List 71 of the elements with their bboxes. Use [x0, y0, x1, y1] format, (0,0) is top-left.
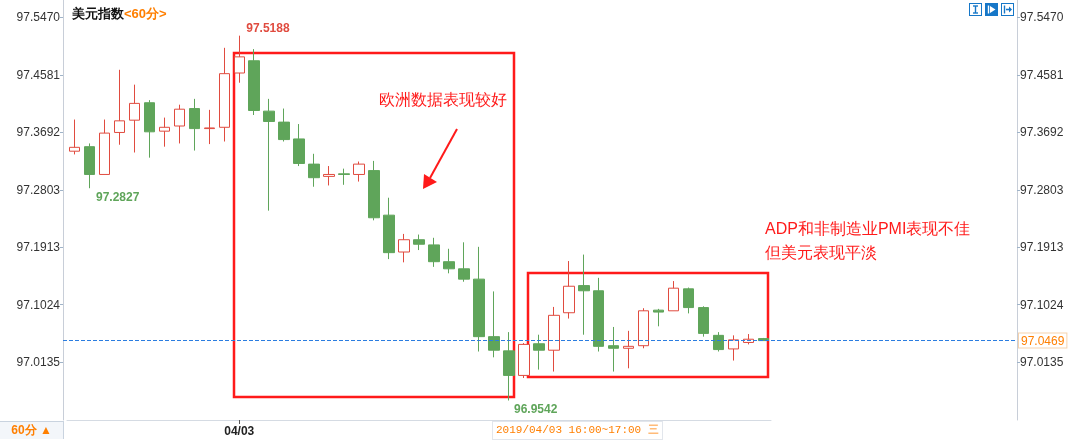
annotation: 97.2827 [96, 190, 140, 204]
y-tick-label: 97.5470 [16, 10, 61, 25]
candlestick [338, 168, 350, 186]
candlestick [548, 306, 560, 373]
candlestick [473, 246, 485, 353]
annotation: 97.5188 [246, 20, 290, 35]
candlestick [248, 48, 260, 116]
candlestick [503, 331, 515, 401]
y2-tick-label: 97.1913 [1020, 240, 1064, 255]
y2-tick-label: 97.1024 [1020, 297, 1064, 312]
candlestick [608, 326, 619, 373]
candlestick [698, 305, 709, 338]
candlestick [653, 308, 664, 327]
candlestick [323, 165, 335, 186]
y-tick-label: 97.1024 [16, 297, 61, 312]
candlestick [668, 280, 679, 312]
y2-tick-label: 97.2803 [1020, 182, 1064, 197]
ref-line-label: 97.0469 [1021, 333, 1065, 348]
candlestick [443, 248, 455, 274]
candlestick [488, 290, 500, 358]
y-tick-label: 97.4581 [16, 67, 61, 82]
y2-tick-label: 97.0135 [1020, 355, 1064, 370]
candlestick [713, 331, 724, 353]
candlestick [518, 342, 530, 379]
candlestick [114, 69, 125, 146]
annotation: 欧洲数据表现较好 [379, 90, 507, 108]
candlestick [728, 334, 739, 362]
text: 60分 ▲ [0, 421, 64, 439]
candlestick [623, 330, 634, 369]
candlestick [99, 119, 110, 175]
annotation: 但美元表现平淡 [765, 243, 877, 261]
text: <60分> [124, 6, 168, 21]
y2-tick-label: 97.3692 [1020, 125, 1064, 140]
candlestick [593, 277, 604, 353]
candlestick [293, 123, 305, 167]
annotation: 96.9542 [514, 402, 558, 416]
annotation: ADP和非制造业PMI表现不佳 [765, 219, 971, 237]
candlestick [368, 160, 380, 221]
candlestick [263, 98, 275, 212]
candlestick [84, 142, 95, 189]
candlestick [683, 287, 694, 314]
y-tick-label: 97.2803 [16, 182, 61, 197]
candlestick [563, 260, 575, 320]
candlestick [174, 104, 185, 144]
candlestick [383, 197, 395, 260]
candlestick [413, 234, 425, 251]
y2-tick-label: 97.4581 [1020, 67, 1064, 82]
candlestick [353, 161, 365, 183]
candlestick [144, 99, 155, 159]
candlestick [129, 84, 140, 153]
candlestick [458, 241, 470, 283]
x-tick-label: 04/03 [224, 424, 255, 438]
candlestick [428, 237, 440, 268]
text: 2019/04/03 16:00~17:00 三 [492, 421, 663, 440]
candlestick [533, 334, 545, 371]
candlestick [638, 307, 649, 349]
y-tick-label: 97.3692 [16, 125, 61, 140]
candlestick [234, 35, 245, 84]
candlestick [219, 47, 230, 143]
text: 美元指数 [71, 6, 125, 21]
y-tick-label: 97.1913 [16, 240, 61, 255]
candlestick [398, 233, 410, 263]
candlestick [69, 119, 80, 155]
candlestick [204, 109, 215, 145]
candlestick [159, 117, 170, 148]
candlestick [308, 153, 320, 188]
y-tick-label: 97.0135 [16, 355, 61, 370]
candlestick [578, 254, 590, 336]
candlestick [278, 108, 290, 143]
candlestick [189, 98, 200, 152]
y2-tick-label: 97.5470 [1020, 10, 1064, 25]
